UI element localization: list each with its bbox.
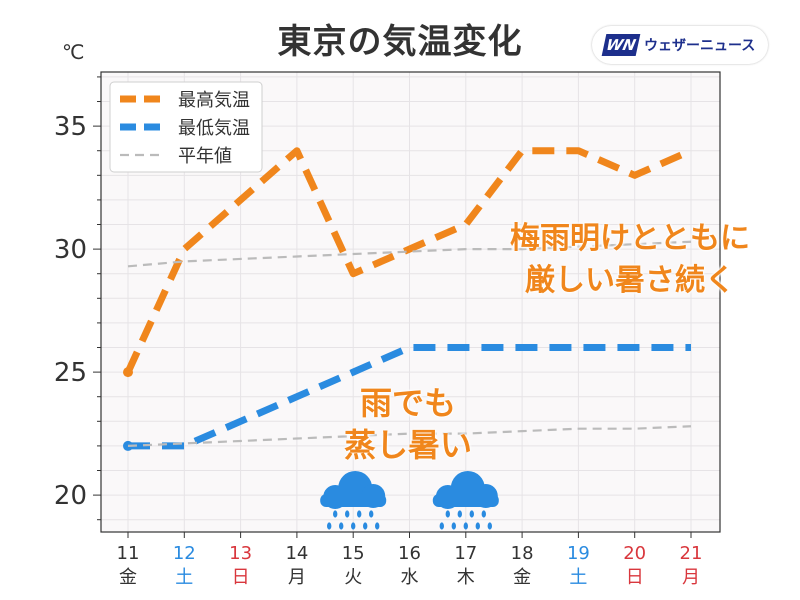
annotation-line-4: 蒸し暑い bbox=[343, 426, 472, 464]
legend-label: 最低気温 bbox=[178, 118, 250, 139]
x-tick-label-weekday: 金 bbox=[513, 567, 531, 588]
x-tick-label-weekday: 木 bbox=[457, 567, 475, 588]
x-tick-label-weekday: 水 bbox=[401, 567, 419, 588]
x-tick-label-date: 11 bbox=[117, 543, 140, 564]
legend-label: 平年値 bbox=[178, 146, 232, 167]
x-tick-label-date: 19 bbox=[567, 543, 590, 564]
series-line-1 bbox=[124, 147, 693, 374]
x-tick-label-weekday: 月 bbox=[288, 567, 306, 588]
x-tick-label-date: 17 bbox=[454, 543, 477, 564]
annotation-muggy-rain: 雨でも 蒸し暑い bbox=[318, 382, 498, 466]
annotation-line-2: 厳しい暑さ続く bbox=[525, 263, 735, 298]
x-tick-label-date: 14 bbox=[285, 543, 308, 564]
x-tick-label-weekday: 金 bbox=[119, 567, 137, 588]
x-tick-label-weekday: 土 bbox=[569, 567, 587, 588]
series-start-dot bbox=[123, 440, 133, 451]
x-tick-label-weekday: 日 bbox=[626, 567, 644, 588]
y-tick-label: 35 bbox=[54, 112, 87, 142]
series-start-dot bbox=[123, 367, 133, 378]
rain-cloud-icon bbox=[432, 471, 499, 530]
series-line-2 bbox=[128, 344, 691, 450]
logo-text: ウェザーニュース bbox=[644, 38, 756, 54]
x-tick-label-weekday: 土 bbox=[175, 567, 193, 588]
y-tick-label: 25 bbox=[54, 358, 87, 388]
x-tick-label-date: 12 bbox=[173, 543, 196, 564]
series-line-3 bbox=[127, 240, 692, 268]
chart-title: 東京の気温変化 bbox=[277, 22, 523, 62]
annotation-line-3: 雨でも bbox=[359, 384, 456, 422]
y-tick-label: 30 bbox=[54, 235, 87, 265]
x-tick-label-weekday: 日 bbox=[232, 567, 250, 588]
weathernews-logo: WN ウェザーニュース bbox=[592, 26, 768, 64]
x-tick-label-weekday: 火 bbox=[344, 567, 362, 588]
series-line-4 bbox=[127, 425, 692, 448]
x-tick-label-date: 15 bbox=[342, 543, 365, 564]
x-tick-label-weekday: 月 bbox=[682, 567, 700, 588]
y-axis-unit: ℃ bbox=[62, 40, 85, 64]
x-tick-label-date: 18 bbox=[511, 543, 534, 564]
x-tick-label-date: 21 bbox=[680, 543, 703, 564]
annotation-line-1: 梅雨明けとともに bbox=[510, 221, 750, 256]
legend-box bbox=[109, 81, 263, 173]
y-tick-label: 20 bbox=[54, 481, 87, 511]
rain-cloud-icon bbox=[320, 471, 387, 530]
x-tick-label-date: 13 bbox=[229, 543, 252, 564]
x-tick-label-date: 16 bbox=[398, 543, 421, 564]
plot-frame bbox=[100, 71, 721, 533]
legend-label: 最高気温 bbox=[178, 90, 250, 111]
annotation-rainy-season-end: 梅雨明けとともに 厳しい暑さ続く bbox=[470, 218, 790, 302]
x-tick-label-date: 20 bbox=[623, 543, 646, 564]
